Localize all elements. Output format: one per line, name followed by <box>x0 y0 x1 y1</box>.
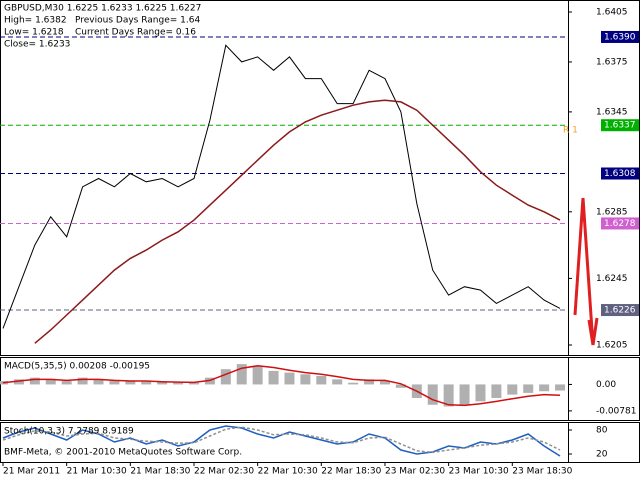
panel-title: GBPUSD,M30 1.6225 1.6233 1.6225 1.6227 <box>4 4 201 14</box>
series-line <box>34 99 561 344</box>
red-arrow-tail <box>573 197 585 316</box>
histogram-bar <box>348 382 359 385</box>
level-box <box>601 167 639 180</box>
series-line <box>2 426 561 454</box>
histogram-bar <box>29 377 40 385</box>
y-tick-label: 0.00 <box>596 380 616 390</box>
histogram-bar <box>284 372 295 385</box>
level-box <box>601 217 639 230</box>
histogram-bar <box>507 384 518 395</box>
y-tick-label: 80 <box>596 426 608 436</box>
histogram-bar <box>45 379 56 385</box>
level-box <box>601 304 639 317</box>
y-tick-label: 1.6375 <box>596 57 628 67</box>
x-tick-label: 22 Mar 18:30 <box>321 467 381 477</box>
y-tick-label: -0.00781 <box>596 406 636 416</box>
histogram-bar <box>443 384 454 407</box>
histogram-bar <box>491 384 502 398</box>
histogram-bar <box>395 384 406 388</box>
histogram-bar <box>539 384 550 392</box>
x-tick-label: 21 Mar 18:30 <box>130 467 190 477</box>
histogram-bar <box>427 384 438 405</box>
histogram-bar <box>268 370 279 385</box>
x-tick-label: 22 Mar 10:30 <box>258 467 318 477</box>
series-line <box>2 365 561 407</box>
annotation: R 1 <box>563 126 578 136</box>
level-box <box>601 30 639 43</box>
annotation: BMF-Meta, © 2001-2010 MetaQuotes Softwar… <box>4 448 242 458</box>
x-tick-label: 21 Mar 10:30 <box>67 467 127 477</box>
histogram-bar <box>300 374 311 385</box>
annotation: Close= 1.6233 <box>4 40 70 50</box>
histogram-bar <box>61 381 72 385</box>
level-label: 1.6390 <box>604 32 636 42</box>
red-arrow <box>581 197 599 346</box>
histogram-bar <box>236 364 247 385</box>
x-tick-label: 22 Mar 02:30 <box>194 467 254 477</box>
y-tick-label: 1.6285 <box>596 207 628 217</box>
annotation: Previous Days Range= 1.64 <box>75 16 200 26</box>
level-box <box>601 119 639 132</box>
histogram-bar <box>523 384 534 393</box>
histogram-bar <box>93 379 104 385</box>
histogram-bar <box>316 375 327 385</box>
panel-title: Stoch(10,3,3) 7.2789 8.9189 <box>4 427 134 437</box>
panel-title: MACD(5,35,5) 0.00208 -0.00195 <box>4 362 150 372</box>
x-tick-label: 23 Mar 18:30 <box>512 467 572 477</box>
x-tick-label: 23 Mar 02:30 <box>385 467 445 477</box>
y-tick-label: 1.6245 <box>596 274 628 284</box>
histogram-bar <box>188 382 199 385</box>
annotation: Current Days Range= 0.16 <box>75 28 196 38</box>
histogram-bar <box>379 381 390 385</box>
histogram-bar <box>475 384 486 402</box>
annotation: Low= 1.6218 <box>4 28 64 38</box>
histogram-bar <box>459 384 470 405</box>
histogram-bar <box>173 382 184 385</box>
histogram-bar <box>252 365 263 385</box>
level-label: 1.6278 <box>604 219 636 229</box>
series-line <box>2 44 561 329</box>
histogram-bar <box>332 379 343 385</box>
histogram-bar <box>555 384 566 391</box>
level-label: 1.6308 <box>604 169 636 179</box>
histogram-bar <box>141 381 152 385</box>
histogram-bar <box>220 369 231 385</box>
annotation: High= 1.6382 <box>4 16 67 26</box>
y-tick-label: 1.6345 <box>596 107 628 117</box>
histogram-bar <box>13 379 24 385</box>
x-tick-label: 21 Mar 2011 <box>3 467 60 477</box>
histogram-bar <box>109 381 120 385</box>
y-tick-label: 1.6405 <box>596 7 628 17</box>
histogram-bar <box>364 379 375 385</box>
histogram-bar <box>77 377 88 385</box>
histogram-bar <box>157 381 168 385</box>
y-tick-label: 1.6205 <box>596 341 628 351</box>
x-tick-label: 23 Mar 10:30 <box>449 467 509 477</box>
level-label: 1.6337 <box>604 121 636 131</box>
y-tick-label: 20 <box>596 450 608 460</box>
level-label: 1.6226 <box>604 306 636 316</box>
histogram-bar <box>125 380 136 385</box>
